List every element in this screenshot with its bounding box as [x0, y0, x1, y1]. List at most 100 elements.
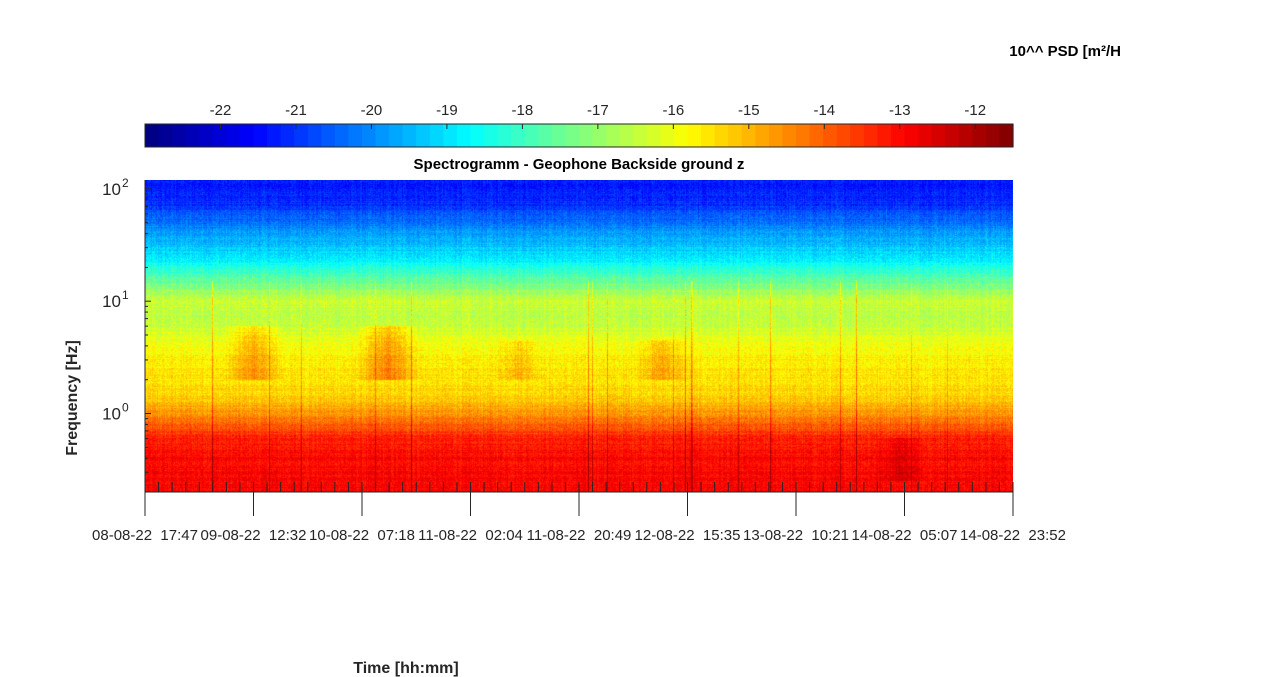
y-tick-label: 10	[102, 292, 121, 311]
colorbar-swatch	[904, 124, 919, 147]
colorbar-tick-label: -21	[285, 102, 307, 119]
colorbar-swatch	[863, 124, 878, 147]
colorbar-swatch	[253, 124, 268, 147]
colorbar-swatch	[524, 124, 539, 147]
colorbar-swatch	[267, 124, 282, 147]
colorbar-swatch	[836, 124, 851, 147]
colorbar-swatch	[958, 124, 973, 147]
colorbar-swatch	[850, 124, 865, 147]
colorbar-swatch	[972, 124, 987, 147]
colorbar-swatch	[511, 124, 526, 147]
colorbar-swatch	[646, 124, 661, 147]
x-tick-label: 13-08-22 10:21	[743, 527, 849, 544]
y-tick-label: 10	[102, 405, 121, 424]
colorbar-swatch	[687, 124, 702, 147]
colorbar-tick-label: -17	[587, 102, 609, 119]
colorbar-swatch	[673, 124, 689, 147]
colorbar-swatch	[796, 124, 811, 147]
x-tick-label: 12-08-22 15:35	[635, 527, 741, 544]
colorbar-swatch	[470, 124, 485, 147]
colorbar-swatch	[172, 124, 187, 147]
x-tick-label: 11-08-22 20:49	[527, 527, 632, 544]
colorbar-swatch	[592, 124, 607, 147]
x-axis-label: Time [hh:mm]	[353, 660, 458, 677]
colorbar-swatch	[606, 124, 621, 147]
colorbar-swatch	[158, 124, 173, 147]
colorbar-swatch	[321, 124, 336, 147]
colorbar-swatch	[999, 124, 1014, 147]
x-tick-label: 09-08-22 12:32	[201, 527, 307, 544]
colorbar-tick-label: -19	[436, 102, 458, 119]
colorbar-swatch	[484, 124, 499, 147]
colorbar-swatch	[823, 124, 838, 147]
colorbar-swatch	[375, 124, 390, 147]
colorbar-swatch	[497, 124, 512, 147]
colorbar-swatch	[456, 124, 472, 147]
x-axis-ticks: 08-08-22 17:47 09-08-22 12:32 10-08-22 07:…	[92, 482, 1066, 544]
y-tick-exponent: 2	[122, 176, 129, 190]
x-tick-label: 14-08-22 05:07	[852, 527, 958, 544]
colorbar-swatch	[416, 124, 431, 147]
colorbar-swatch	[619, 124, 634, 147]
colorbar-tick-label: -20	[361, 102, 383, 119]
colorbar-swatch	[768, 124, 784, 147]
colorbar-gradient	[145, 124, 1014, 147]
colorbar-swatch	[714, 124, 729, 147]
colorbar-swatch	[945, 124, 960, 147]
colorbar-swatch	[782, 124, 797, 147]
colorbar: -22 -21 -20 -19 -18 -17 -16 -15 -14 -13 -12	[144, 102, 1014, 148]
colorbar-swatch	[551, 124, 567, 147]
colorbar-frame	[144, 123, 1014, 148]
colorbar-swatch	[890, 124, 906, 147]
colorbar-swatch	[145, 124, 160, 147]
colorbar-ticks: -22 -21 -20 -19 -18 -17 -16 -15 -14 -13 -12	[210, 102, 986, 129]
colorbar-swatch	[728, 124, 743, 147]
colorbar-swatch	[348, 124, 363, 147]
colorbar-swatch	[389, 124, 404, 147]
colorbar-swatch	[199, 124, 214, 147]
colorbar-swatch	[362, 124, 377, 147]
colorbar-swatch	[402, 124, 417, 147]
colorbar-tick-label: -14	[813, 102, 835, 119]
colorbar-swatch	[538, 124, 553, 147]
colorbar-tick-label: -12	[964, 102, 986, 119]
colorbar-swatch	[755, 124, 770, 147]
y-tick-exponent: 0	[122, 401, 129, 415]
y-axis-label: Frequency [Hz]	[64, 340, 81, 456]
colorbar-swatch	[280, 124, 295, 147]
colorbar-swatch	[212, 124, 227, 147]
colorbar-tick-label: -15	[738, 102, 760, 119]
colorbar-swatch	[931, 124, 946, 147]
y-tick-exponent: 1	[122, 288, 129, 302]
colorbar-swatch	[701, 124, 716, 147]
x-tick-label: 08-08-22 17:47	[92, 527, 198, 544]
colorbar-swatch	[565, 124, 580, 147]
colorbar-tick-label: -13	[889, 102, 911, 119]
y-tick-label: 10	[102, 180, 121, 199]
colorbar-swatch	[633, 124, 648, 147]
colorbar-swatch	[660, 124, 675, 147]
colorbar-swatch	[443, 124, 458, 147]
chart-title: Spectrogramm - Geophone Backside ground …	[414, 156, 745, 173]
colorbar-tick-label: -18	[512, 102, 534, 119]
colorbar-swatch	[741, 124, 756, 147]
colorbar-swatch	[877, 124, 892, 147]
colorbar-swatch	[226, 124, 241, 147]
colorbar-swatch	[579, 124, 594, 147]
colorbar-swatch	[239, 124, 255, 147]
colorbar-tick-label: -22	[210, 102, 232, 119]
colorbar-swatch	[334, 124, 350, 147]
colorbar-swatch	[429, 124, 444, 147]
colorbar-swatch	[185, 124, 200, 147]
colorbar-tick-label: -16	[663, 102, 685, 119]
colorbar-swatch	[918, 124, 933, 147]
colorbar-swatch	[294, 124, 309, 147]
colorbar-swatch	[985, 124, 1001, 147]
colorbar-swatch	[307, 124, 322, 147]
x-tick-label: 10-08-22 07:18	[309, 527, 415, 544]
x-tick-label: 11-08-22 02:04	[418, 527, 523, 544]
colorbar-title: 10^^ PSD [m²/H	[1009, 43, 1121, 60]
colorbar-swatch	[809, 124, 824, 147]
